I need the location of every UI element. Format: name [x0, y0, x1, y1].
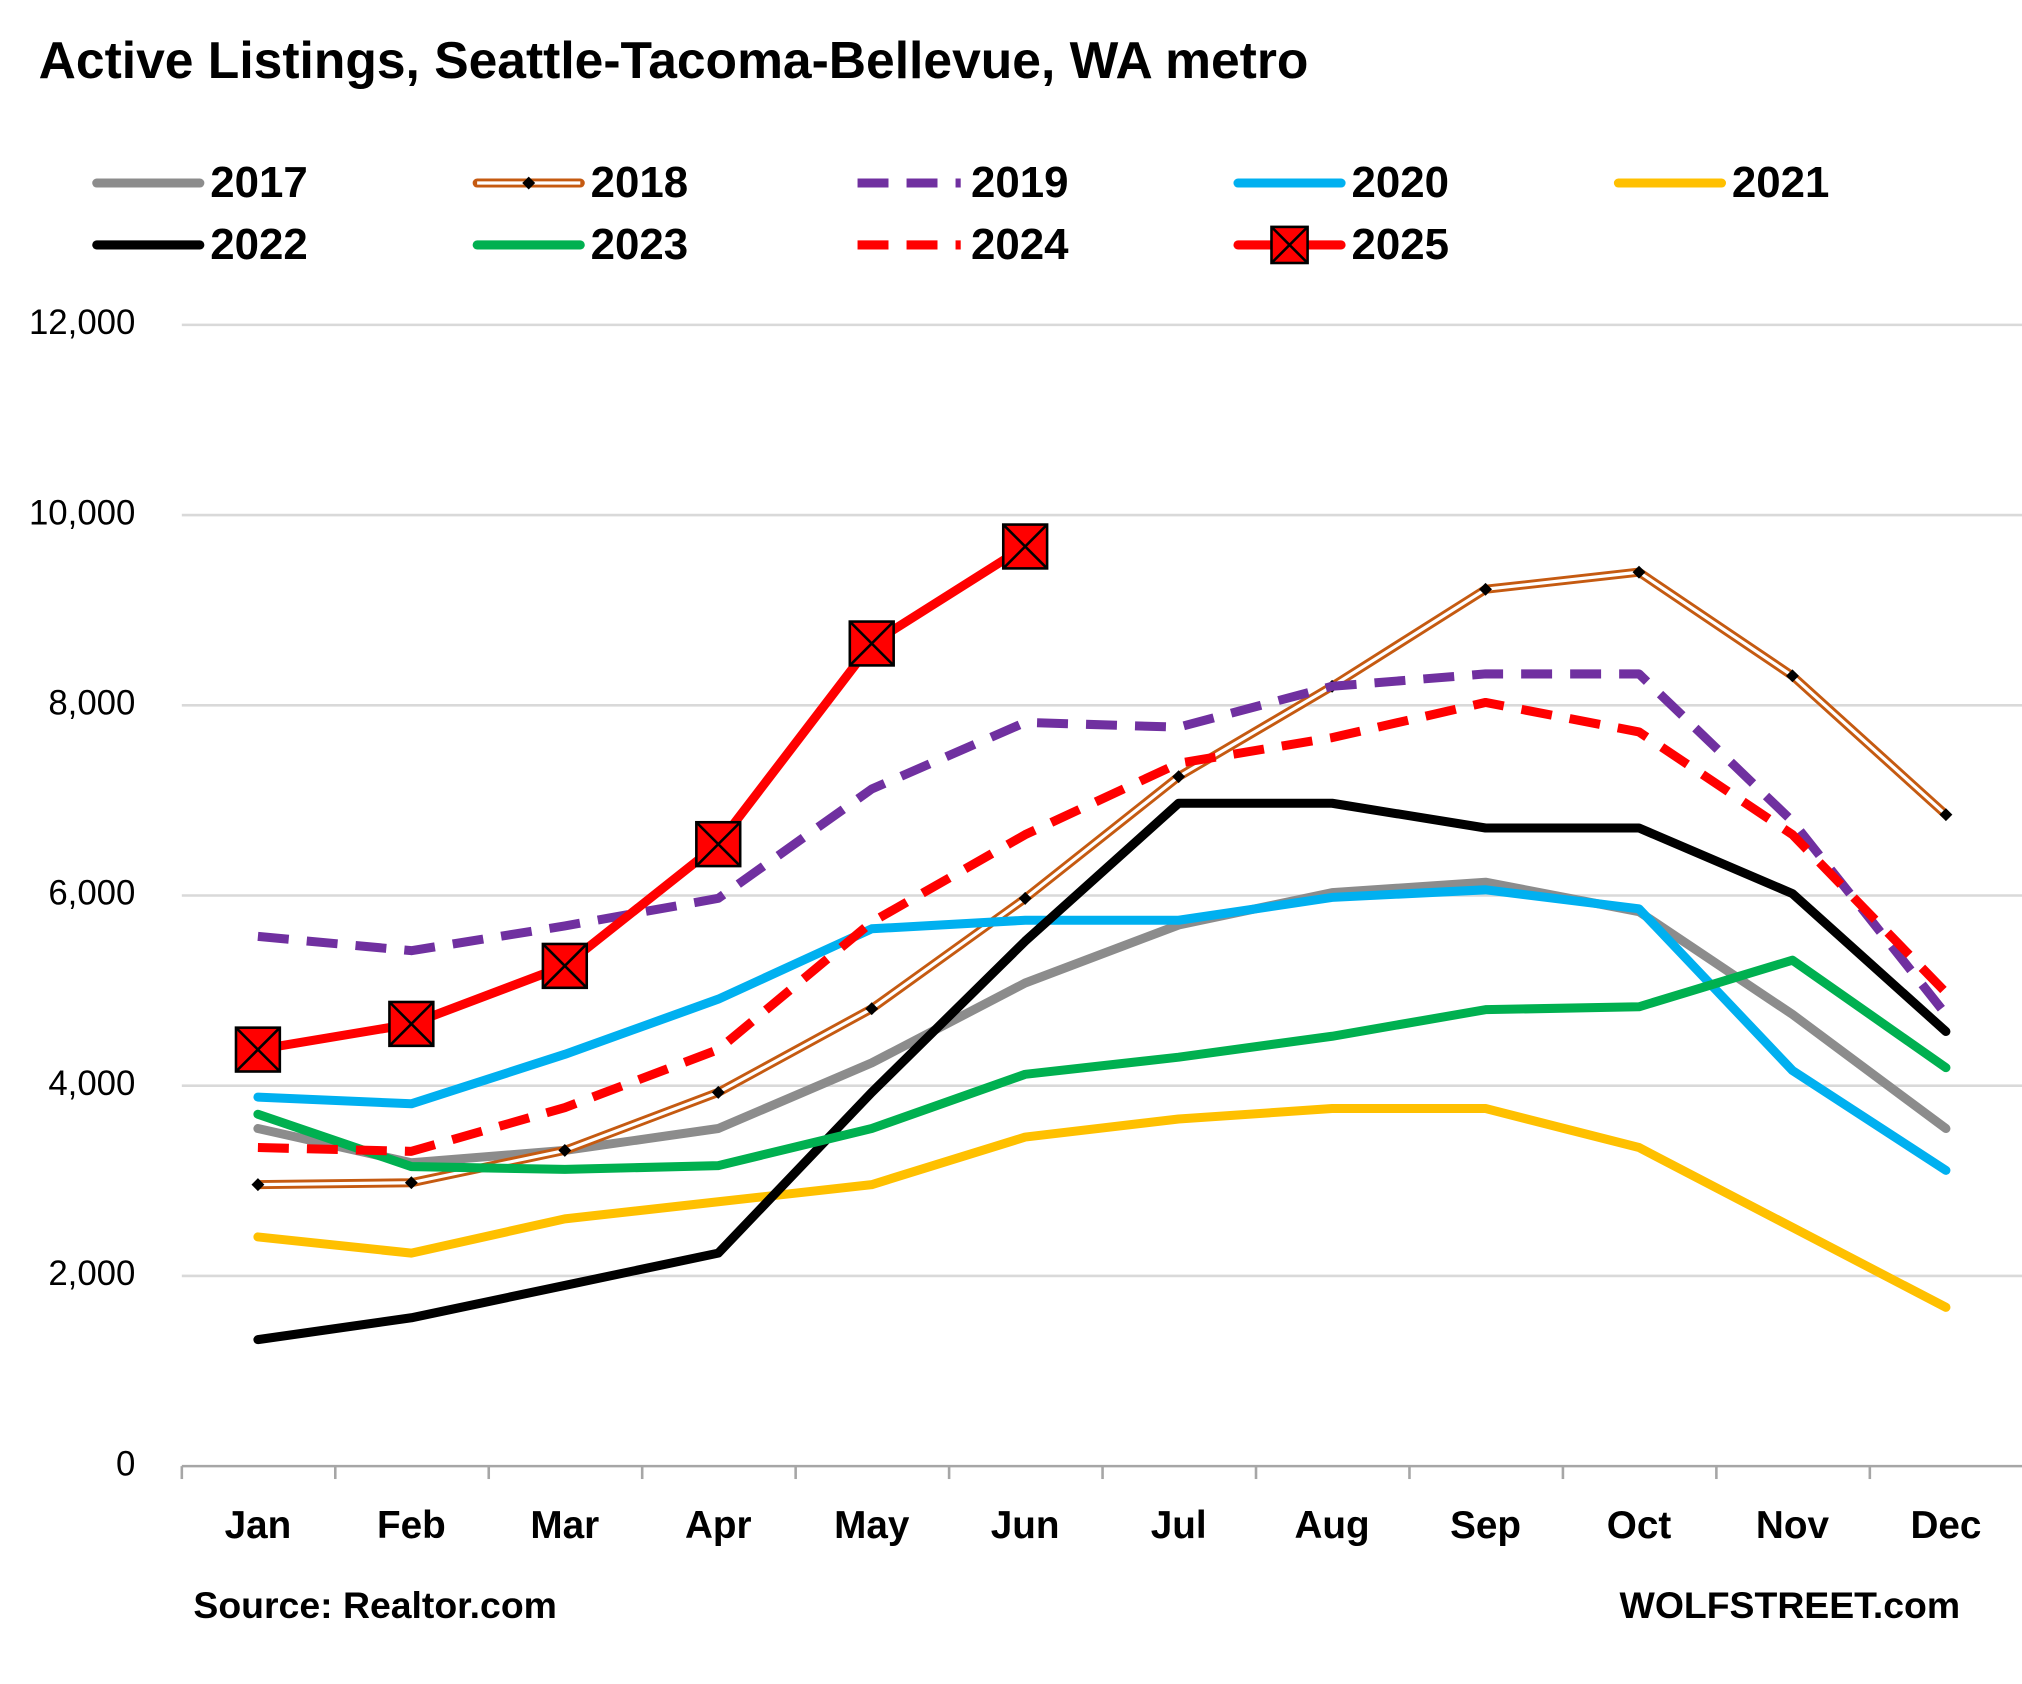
legend-label: 2017: [210, 158, 308, 207]
series-line: [253, 955, 1951, 1174]
x-tick-label: Jan: [225, 1504, 292, 1547]
legend-label: 2020: [1351, 158, 1449, 207]
legend-label: 2018: [591, 158, 689, 207]
point-marker: [1786, 669, 1799, 683]
x-tick-label: Jun: [991, 1504, 1060, 1547]
y-tick-label: 12,000: [29, 303, 135, 342]
series-line: [253, 1104, 1951, 1312]
legend-marker: [522, 176, 536, 190]
y-tick-label: 2,000: [48, 1254, 135, 1293]
point-marker-cross: [388, 1001, 435, 1047]
series-line: [253, 885, 1951, 1175]
point-marker-cross: [541, 943, 588, 989]
point-marker: [1172, 770, 1186, 784]
series-line-inner: [257, 570, 1947, 1187]
y-tick-label: 0: [116, 1444, 135, 1483]
series-line: [257, 697, 1950, 1156]
x-tick-label: Oct: [1607, 1504, 1672, 1547]
point-marker: [1939, 808, 1953, 822]
legend-label: 2019: [971, 158, 1069, 207]
y-tick-label: 10,000: [29, 493, 135, 532]
x-tick-label: May: [834, 1504, 910, 1547]
x-tick-label: Nov: [1756, 1504, 1830, 1547]
series-line: [253, 798, 1951, 1345]
legend-label: 2022: [210, 220, 308, 269]
point-marker: [558, 1143, 572, 1157]
chart-title: Active Listings, Seattle-Tacoma-Bellevue…: [39, 31, 1309, 89]
x-tick-label: Sep: [1450, 1504, 1521, 1547]
series-line: [257, 669, 1950, 1018]
x-tick-label: Jul: [1151, 1504, 1207, 1547]
y-tick-label: 8,000: [48, 684, 135, 723]
point-marker: [1018, 891, 1032, 905]
point-marker: [251, 1178, 265, 1192]
legend-label: 2024: [971, 220, 1069, 269]
x-tick-label: Dec: [1910, 1504, 1981, 1547]
point-marker-cross: [1002, 523, 1049, 570]
x-tick-label: Mar: [530, 1504, 599, 1547]
legend-label: 2021: [1732, 158, 1830, 207]
source-note: Source: Realtor.com: [193, 1584, 556, 1626]
y-tick-label: 4,000: [48, 1064, 135, 1103]
credit-note: WOLFSTREET.com: [1620, 1584, 1961, 1626]
legend-marker-cross: [1270, 225, 1309, 264]
legend-label: 2023: [591, 220, 689, 269]
series-line: [253, 541, 1030, 1055]
point-marker-cross: [848, 620, 895, 667]
point-marker: [711, 1085, 725, 1099]
point-marker-cross: [695, 821, 742, 867]
x-tick-label: Apr: [685, 1504, 752, 1547]
point-marker-cross: [235, 1026, 281, 1073]
y-tick-label: 6,000: [48, 874, 135, 913]
legend-label: 2025: [1351, 220, 1449, 269]
x-tick-label: Aug: [1295, 1504, 1370, 1547]
x-tick-label: Feb: [377, 1504, 446, 1547]
point-marker: [865, 1002, 879, 1016]
